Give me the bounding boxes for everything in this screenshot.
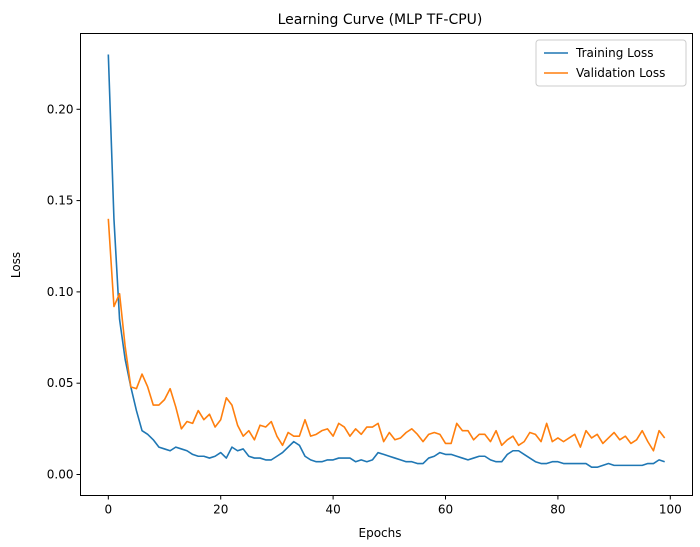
legend-box (535, 39, 687, 87)
y-tick-label: 0.00 (47, 468, 74, 482)
series-lines (107, 54, 666, 469)
legend: Training Loss Validation Loss (535, 39, 687, 87)
x-tick-label: 20 (213, 503, 228, 517)
legend-label: Validation Loss (576, 66, 665, 80)
legend-label: Training Loss (575, 46, 653, 60)
chart-title: Learning Curve (MLP TF-CPU) (278, 12, 483, 28)
x-tick-label: 0 (104, 503, 112, 517)
y-tick-label: 0.05 (47, 376, 74, 390)
series-line-training-loss (107, 54, 665, 469)
x-tick-label: 80 (550, 503, 565, 517)
y-tick-label: 0.15 (47, 194, 74, 208)
x-tick-label: 40 (325, 503, 340, 517)
y-tick-label: 0.10 (47, 285, 74, 299)
series-line-validation-loss (107, 218, 666, 452)
plot-frame (80, 33, 693, 496)
x-tick-label: 100 (659, 503, 682, 517)
x-axis-label: Epochs (359, 526, 402, 540)
axis-ticks: 0 20 40 60 80 100 0.00 0.05 0.10 0.15 0.20 (47, 102, 682, 516)
y-tick-label: 0.20 (47, 102, 74, 116)
x-tick-label: 60 (438, 503, 453, 517)
y-axis-label: Loss (9, 252, 23, 278)
